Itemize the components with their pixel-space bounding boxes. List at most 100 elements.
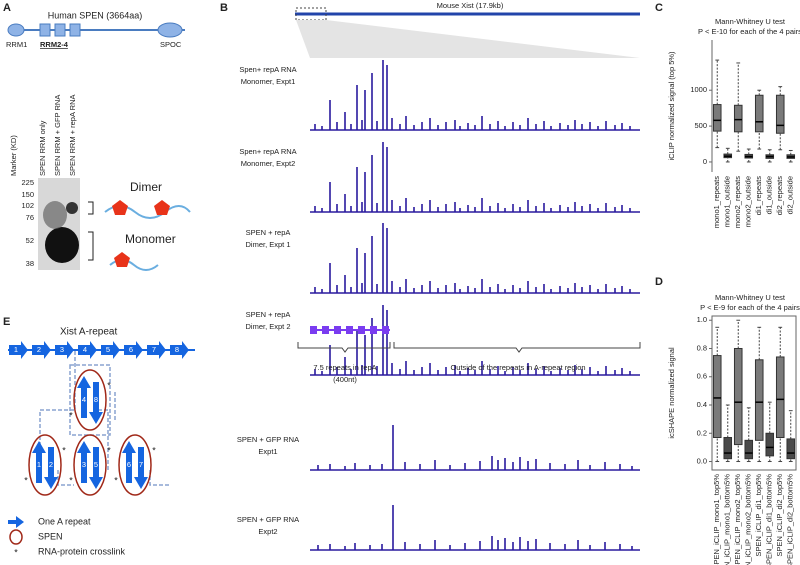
signal-track: [309, 424, 641, 471]
spen-oval: [118, 434, 152, 496]
y-tick-label: 0.8: [697, 343, 707, 352]
legend-label: One A repeat: [38, 516, 91, 526]
panel-label: D: [655, 276, 663, 288]
repeat-number: 8: [94, 395, 98, 404]
panel-label: A: [3, 2, 11, 14]
box: [733, 104, 743, 133]
protein-icon: [114, 252, 130, 267]
repeat-arrow: [122, 441, 136, 483]
y-tick-label: 0.2: [697, 428, 707, 437]
x-tick-label: di1_repeats: [754, 176, 763, 215]
repeat-number: 4: [82, 395, 86, 404]
track-label: Expt1: [258, 447, 277, 456]
repeat-number: 6: [129, 345, 133, 354]
crosslink-mark: *: [152, 445, 156, 455]
box: [775, 94, 785, 134]
repeat-number: 3: [82, 460, 86, 469]
repeat-number: 1: [37, 460, 41, 469]
panel-a: A Human SPEN (3664aa) RRM1 RRM2-4 SPOC M…: [3, 2, 191, 271]
y-axis-label: icSHAPE normalized signal: [667, 347, 676, 439]
gel-band: [66, 202, 78, 214]
signal-track: [309, 222, 641, 294]
y-tick-label: 0.6: [697, 372, 707, 381]
domain-label: SPOC: [160, 40, 182, 49]
repeat-number: 3: [60, 345, 64, 354]
box: [712, 104, 722, 132]
repeat-arrow: [124, 341, 143, 359]
x-tick-label: SPEN_iCLIP_mono1_top5%: [712, 474, 721, 565]
lane-label: SPEN RRM + GFP RNA: [53, 95, 62, 176]
bracket: [88, 201, 94, 261]
signal-track: [309, 59, 641, 131]
crosslink-mark: *: [114, 475, 118, 485]
x-tick-label: mono2_repeats: [733, 176, 742, 228]
repeat-arrow: [78, 341, 97, 359]
track-label: SPEN + repA: [246, 228, 291, 237]
repeat-number: 2: [49, 460, 53, 469]
repeat-arrow: [77, 376, 91, 418]
repeat-arrow: [44, 447, 58, 489]
signal-track: [309, 504, 641, 551]
repeat-number: 1: [14, 345, 18, 354]
track-label: SPEN + GFP RNA: [237, 435, 299, 444]
track-label: Spen+ repA RNA: [239, 147, 296, 156]
crosslink-mark: *: [24, 475, 28, 485]
y-tick-label: 1.0: [697, 315, 707, 324]
gel-band: [45, 227, 79, 263]
domain: [54, 23, 66, 37]
chart-subtitle: P < E-9 for each of the 4 pairs: [700, 303, 800, 312]
domain-label: RRM1: [6, 40, 27, 49]
region-label: Outside of the repeats in A-repeat regio…: [450, 363, 585, 372]
box: [786, 438, 796, 460]
box: [754, 94, 764, 133]
repeat-number: 5: [94, 460, 98, 469]
box: [744, 439, 754, 460]
box: [712, 355, 722, 439]
x-tick-label: di2_outside: [786, 176, 795, 214]
box: [754, 359, 764, 441]
panel-e: E Xist A-repeat * One A repeat SPEN RNA-…: [3, 316, 195, 557]
panel-label: C: [655, 2, 663, 14]
x-tick-label: SPEN_iCLIP_di2_bottom5%: [786, 474, 795, 565]
track-label: Monomer, Expt2: [241, 159, 296, 168]
lane-label: SPEN RRM + repA RNA: [68, 95, 77, 176]
x-tick-label: SPEN_iCLIP_di2_top5%: [775, 474, 784, 557]
chart-title: Mann-Whitney U test: [715, 17, 786, 26]
repeat-arrow: [147, 341, 166, 359]
domain: [7, 23, 25, 37]
y-tick-label: 1000: [690, 85, 707, 94]
lane-label: Marker (KD): [9, 135, 18, 176]
track-label: Expt2: [258, 527, 277, 536]
signal-track: [309, 141, 641, 213]
chart-subtitle: P < E-10 for each of the 4 pairs: [698, 27, 800, 36]
x-tick-label: mono2_outside: [744, 176, 753, 227]
y-tick-label: 500: [694, 121, 707, 130]
legend-label: RNA-protein crosslink: [38, 546, 126, 556]
repeat-arrow: [9, 341, 28, 359]
crosslink-mark: *: [107, 380, 111, 390]
crosslink-mark: *: [62, 445, 66, 455]
panel-label: E: [3, 316, 10, 328]
legend-arrow: [8, 516, 24, 528]
repeat-number: 6: [127, 460, 131, 469]
x-tick-label: mono1_outside: [723, 176, 732, 227]
legend-oval: [9, 529, 23, 545]
domain-label: RRM2-4: [40, 40, 69, 49]
band-label: Dimer: [130, 180, 162, 194]
protein-icon: [154, 200, 170, 215]
repeat-arrow: [55, 341, 74, 359]
y-tick-label: 0.0: [697, 457, 707, 466]
repeat-boxes: [310, 326, 389, 334]
track-label: Dimer, Expt 2: [245, 322, 290, 331]
repeat-number: 2: [37, 345, 41, 354]
marker-label: 52: [26, 236, 34, 245]
track-label: SPEN + repA: [246, 310, 291, 319]
protein-name: Human SPEN (3664aa): [48, 10, 143, 20]
domain: [157, 22, 183, 38]
repeat-arrow: [32, 441, 46, 483]
box: [733, 347, 743, 446]
x-tick-label: SPEN_iCLIP_di1_top5%: [754, 474, 763, 557]
domain: [39, 23, 51, 37]
repeat-arrow: [134, 447, 148, 489]
x-tick-label: SPEN_iCLIP_mono2_top5%: [733, 474, 742, 565]
